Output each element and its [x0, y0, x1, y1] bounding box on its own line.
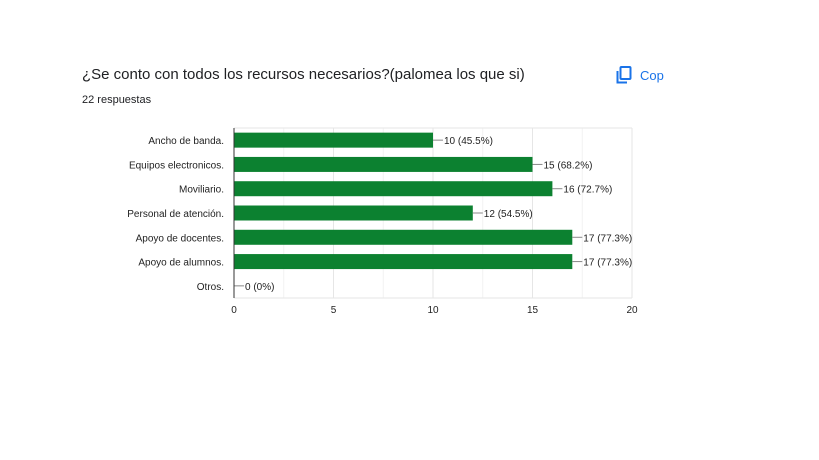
bar[interactable]: [234, 181, 553, 197]
x-tick-label: 15: [527, 305, 539, 316]
bar[interactable]: [234, 132, 433, 148]
response-count: 22 respuestas: [82, 94, 152, 106]
bar[interactable]: [234, 254, 573, 270]
data-label: 10 (45.5%): [444, 136, 493, 147]
category-label: Apoyo de alumnos.: [138, 258, 224, 269]
category-label: Equipos electronicos.: [129, 160, 224, 171]
data-label: 17 (77.3%): [583, 258, 632, 269]
data-label: 0 (0%): [245, 282, 274, 293]
copy-icon: [616, 66, 632, 84]
bar[interactable]: [234, 205, 473, 221]
copy-label: Cop: [640, 67, 664, 83]
data-label: 16 (72.7%): [563, 185, 612, 196]
question-title: ¿Se conto con todos los recursos necesar…: [82, 66, 525, 83]
data-label: 12 (54.5%): [484, 209, 533, 220]
bar[interactable]: [234, 156, 533, 172]
bar[interactable]: [234, 229, 573, 245]
x-tick-label: 20: [626, 305, 638, 316]
category-label: Ancho de banda.: [148, 136, 224, 147]
x-tick-label: 10: [427, 305, 439, 316]
category-label: Moviliario.: [179, 185, 224, 196]
data-label: 17 (77.3%): [583, 233, 632, 244]
copy-chart-button[interactable]: Cop: [616, 66, 664, 84]
data-label: 15 (68.2%): [544, 160, 593, 171]
x-tick-label: 0: [231, 305, 237, 316]
category-label: Personal de atención.: [127, 209, 224, 220]
category-label: Apoyo de docentes.: [136, 233, 224, 244]
x-tick-label: 5: [331, 305, 337, 316]
category-label: Otros.: [197, 282, 224, 293]
